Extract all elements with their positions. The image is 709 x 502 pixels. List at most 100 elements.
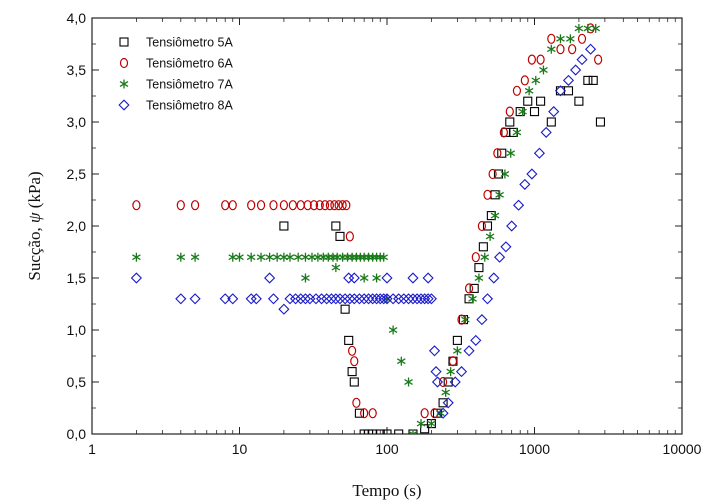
data-point <box>547 33 556 44</box>
data-point <box>562 74 575 86</box>
data-point <box>330 200 339 211</box>
data-point <box>488 168 497 180</box>
data-point <box>264 272 276 284</box>
data-point <box>344 335 354 345</box>
legend: Tensiômetro 5A Tensiômetro 6A Tensiômetro … <box>118 36 234 113</box>
series-1 <box>279 75 606 434</box>
data-point <box>583 23 593 33</box>
data-point <box>436 408 445 418</box>
data-point <box>448 356 458 367</box>
data-point <box>323 252 333 262</box>
data-point <box>398 293 410 305</box>
data-point <box>372 252 381 262</box>
data-point <box>505 117 515 127</box>
data-point <box>278 303 290 315</box>
data-point <box>352 397 361 408</box>
data-point <box>443 377 453 387</box>
data-point <box>591 23 601 33</box>
data-point <box>221 200 230 211</box>
data-point <box>407 293 419 305</box>
data-point <box>574 96 584 106</box>
data-point <box>301 252 310 262</box>
data-point <box>529 107 540 117</box>
data-point <box>533 147 546 159</box>
data-point <box>348 293 360 305</box>
data-point <box>449 376 461 388</box>
data-point <box>531 75 541 85</box>
x-tick-label: 100 <box>375 441 399 457</box>
y-tick-label: 3,0 <box>67 114 87 130</box>
data-point <box>469 283 479 293</box>
data-point <box>265 252 274 262</box>
y-axis-title-unit: (kPa) <box>25 171 44 212</box>
data-point <box>480 252 490 262</box>
data-point <box>513 199 525 211</box>
data-point <box>411 293 423 305</box>
data-point <box>290 293 302 305</box>
data-point <box>546 117 556 127</box>
data-point <box>338 252 347 262</box>
legend-marker <box>119 79 129 89</box>
data-point <box>325 293 338 305</box>
data-point <box>585 43 597 55</box>
legend-label: Tensiômetro 6A <box>146 57 234 71</box>
data-point <box>334 293 346 305</box>
data-point <box>295 293 307 305</box>
data-point <box>438 398 448 408</box>
y-axis-title-prefix: Sucção, <box>25 223 44 281</box>
data-point <box>353 293 365 305</box>
data-point <box>132 200 141 211</box>
data-point <box>348 272 360 284</box>
data-point <box>493 148 502 159</box>
data-point <box>313 252 323 262</box>
data-point <box>296 200 305 211</box>
data-point <box>548 106 560 118</box>
data-point <box>344 293 356 305</box>
data-point <box>288 200 297 211</box>
data-point <box>468 294 477 304</box>
data-point <box>554 85 567 97</box>
data-point <box>176 252 186 262</box>
data-point <box>437 407 449 419</box>
data-point <box>577 33 587 44</box>
data-point <box>331 263 341 273</box>
data-point <box>476 314 488 326</box>
data-point <box>360 408 369 419</box>
series-4 <box>130 43 597 419</box>
data-point <box>523 96 533 106</box>
data-point <box>382 294 392 304</box>
data-point <box>228 200 237 211</box>
data-point <box>563 86 574 96</box>
data-point <box>368 252 378 262</box>
data-point <box>364 252 373 262</box>
data-point <box>500 241 512 253</box>
data-point <box>362 293 375 305</box>
data-point <box>455 366 468 378</box>
data-point <box>483 189 492 200</box>
data-point <box>506 220 518 232</box>
data-point <box>368 408 377 419</box>
data-point <box>335 231 345 241</box>
data-point <box>526 168 538 180</box>
y-tick-label: 1,0 <box>67 322 87 338</box>
data-point <box>343 252 352 262</box>
data-point <box>387 293 399 305</box>
data-point <box>402 293 415 305</box>
data-point <box>190 200 200 211</box>
data-point <box>416 419 426 429</box>
data-point <box>330 293 342 305</box>
data-point <box>303 200 312 211</box>
data-point <box>348 345 357 356</box>
data-point <box>536 96 546 106</box>
data-point <box>338 200 347 211</box>
data-point <box>334 200 343 211</box>
data-point <box>493 169 504 179</box>
data-point <box>540 126 552 138</box>
data-point <box>556 34 565 44</box>
data-point <box>474 273 484 283</box>
data-point <box>343 272 355 284</box>
data-point <box>438 376 448 388</box>
data-point <box>347 367 357 377</box>
data-point <box>404 377 413 387</box>
data-point <box>441 387 451 397</box>
